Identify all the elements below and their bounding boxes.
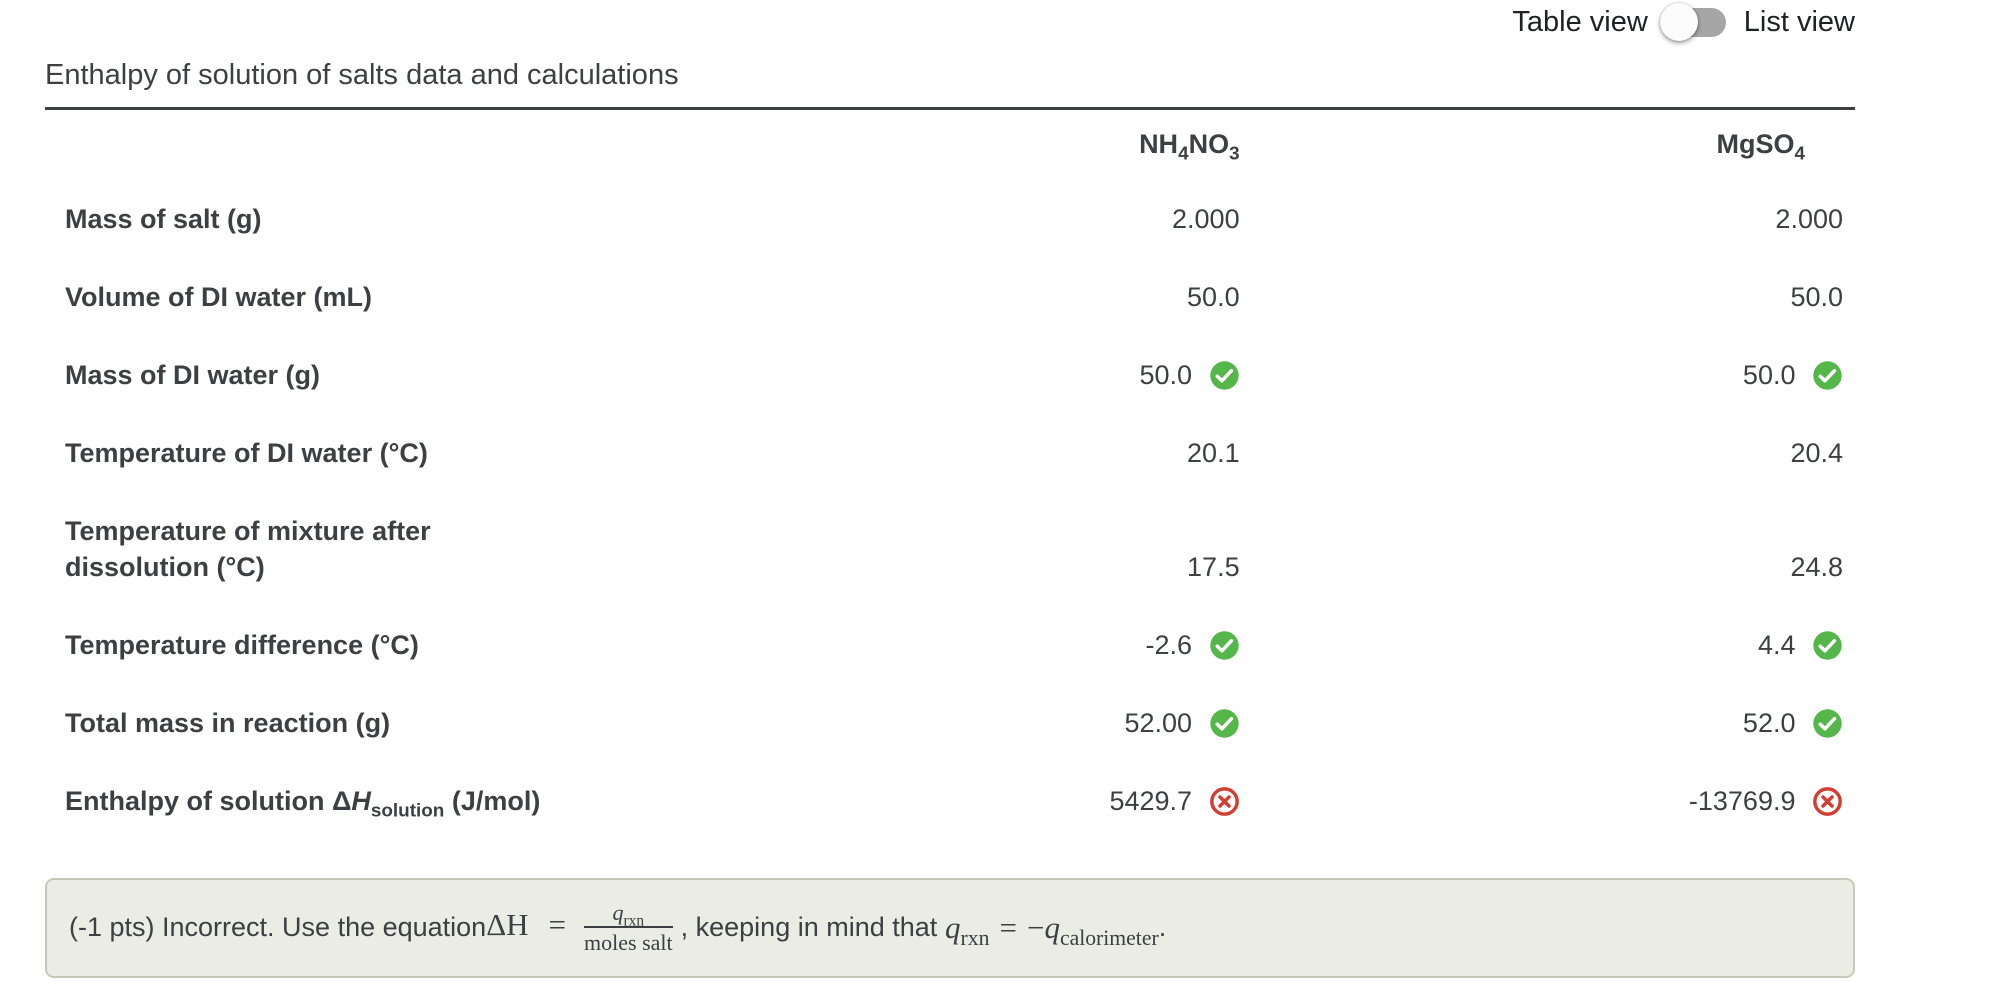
value-cell-nh4no3: -2.6 — [878, 606, 1240, 684]
incorrect-icon — [1812, 786, 1843, 817]
table-row: Mass of DI water (g) 50.0 50.0 — [45, 336, 1855, 414]
correct-icon — [1209, 630, 1240, 661]
value-cell-mgso4: -13769.9 — [1240, 762, 1855, 840]
header-row: NH4NO3 MgSO4 — [45, 110, 1855, 180]
row-label: Temperature of mixture after dissolution… — [65, 516, 431, 582]
table-view-label[interactable]: Table view — [1512, 5, 1648, 38]
view-toggle-switch[interactable] — [1659, 2, 1732, 42]
row-label: Volume of DI water (mL) — [65, 282, 373, 312]
value-cell-mgso4: 4.4 — [1240, 606, 1855, 684]
correct-icon — [1812, 630, 1843, 661]
value-cell-nh4no3: 5429.7 — [878, 762, 1240, 840]
correct-icon — [1209, 708, 1240, 739]
table-row: Volume of DI water (mL) 50.0 50.0 — [45, 258, 1855, 336]
page-title: Enthalpy of solution of salts data and c… — [45, 59, 1855, 110]
value-cell-mgso4: 50.0 — [1240, 336, 1855, 414]
value-cell-nh4no3: 17.5 — [1187, 552, 1240, 582]
feedback-text: (-1 pts) Incorrect. Use the equation — [69, 912, 487, 943]
incorrect-icon — [1209, 786, 1240, 817]
correct-icon — [1812, 708, 1843, 739]
row-label: Mass of DI water (g) — [65, 360, 321, 390]
value-cell-nh4no3: 50.0 — [878, 336, 1240, 414]
value-cell-mgso4: 20.4 — [1790, 438, 1843, 468]
correct-icon — [1209, 360, 1240, 391]
list-view-label[interactable]: List view — [1743, 5, 1855, 38]
value-cell-nh4no3: 50.0 — [1187, 282, 1240, 312]
row-label: Temperature difference (°C) — [65, 630, 419, 660]
table-row: Temperature of DI water (°C) 20.1 20.4 — [45, 414, 1855, 492]
value-cell-nh4no3: 2.000 — [1172, 204, 1240, 234]
table-row: Total mass in reaction (g) 52.00 52.0 — [45, 684, 1855, 762]
equation-q-rxn: qrxn = −qcalorimeter — [945, 909, 1159, 950]
table-row: Temperature difference (°C) -2.6 4.4 — [45, 606, 1855, 684]
value-cell-mgso4: 24.8 — [1790, 552, 1843, 582]
feedback-text: , keeping in mind that — [680, 912, 938, 943]
value-cell-mgso4: 50.0 — [1790, 282, 1843, 312]
correct-icon — [1812, 360, 1843, 391]
feedback-banner: (-1 pts) Incorrect. Use the equation ΔH =… — [45, 878, 1855, 978]
data-table: NH4NO3 MgSO4 Mass of salt (g) 2.000 2.00… — [45, 110, 1855, 840]
value-cell-nh4no3: 52.00 — [878, 684, 1240, 762]
value-cell-mgso4: 2.000 — [1775, 204, 1843, 234]
fraction: qrxn moles salt — [584, 900, 673, 956]
row-label: Total mass in reaction (g) — [65, 708, 391, 738]
value-cell-mgso4: 52.0 — [1240, 684, 1855, 762]
row-label: Mass of salt (g) — [65, 204, 262, 234]
table-row: Temperature of mixture after dissolution… — [45, 492, 1855, 606]
toggle-knob[interactable] — [1659, 3, 1698, 41]
row-label: Enthalpy of solution ΔHsolution (J/mol) — [65, 786, 541, 822]
feedback-text: . — [1158, 912, 1167, 943]
value-cell-nh4no3: 20.1 — [1187, 438, 1240, 468]
view-toggle-bar: Table view List view — [45, 0, 1855, 42]
column-header-mgso4: MgSO4 — [1716, 129, 1805, 165]
equation-delta-h: ΔH = qrxn moles salt — [486, 900, 673, 956]
table-row: Mass of salt (g) 2.000 2.000 — [45, 180, 1855, 258]
table-row: Enthalpy of solution ΔHsolution (J/mol) … — [45, 762, 1855, 840]
empty-header-cell — [45, 110, 878, 180]
row-label: Temperature of DI water (°C) — [65, 438, 428, 468]
column-header-nh4no3: NH4NO3 — [1139, 129, 1240, 165]
